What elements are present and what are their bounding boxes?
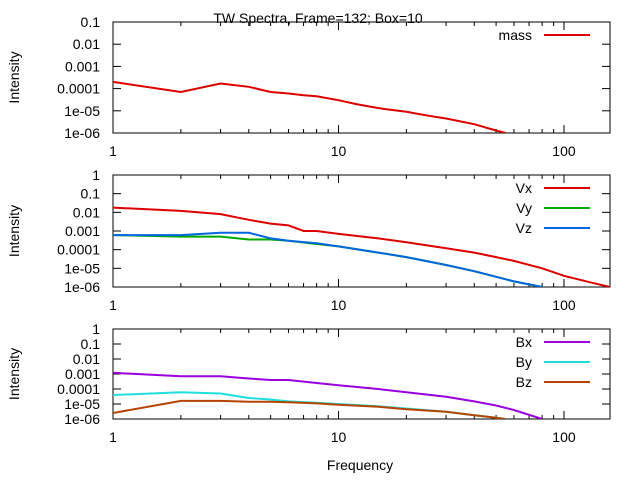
legend-label-vx: Vx [516, 180, 532, 196]
x-tick-label: 1 [109, 297, 117, 313]
y-tick-label: 1 [92, 167, 100, 183]
legend-label-bx: Bx [516, 334, 532, 350]
series-line-bz [113, 399, 506, 419]
y-tick-label: 0.0001 [57, 81, 100, 97]
y-tick-label: 0.1 [81, 186, 101, 202]
x-axis-label: Frequency [327, 457, 393, 473]
series-line-mass [113, 80, 506, 133]
y-tick-label: 1e-06 [64, 279, 100, 295]
series-line-bx [113, 371, 543, 419]
legend-label-bz: Bz [516, 374, 532, 390]
y-tick-label: 1e-06 [64, 125, 100, 141]
y-tick-label: 1e-05 [64, 260, 100, 276]
x-tick-label: 100 [552, 297, 576, 313]
y-tick-label: 0.01 [73, 351, 100, 367]
y-tick-label: 0.001 [65, 223, 100, 239]
x-tick-label: 1 [109, 143, 117, 159]
series-line-vy [113, 234, 543, 287]
y-tick-label: 1 [92, 321, 100, 337]
x-tick-label: 10 [331, 429, 347, 445]
y-axis-label: Intensity [6, 205, 22, 257]
plot-frame [112, 21, 611, 134]
y-tick-label: 1e-05 [64, 103, 100, 119]
x-tick-label: 100 [552, 429, 576, 445]
y-tick-label: 0.01 [73, 204, 100, 220]
y-tick-label: 0.01 [73, 36, 100, 52]
legend-label-mass: mass [499, 27, 532, 43]
x-tick-label: 100 [552, 143, 576, 159]
y-tick-label: 0.1 [81, 14, 101, 30]
plot-frame [112, 328, 611, 420]
y-tick-label: 0.0001 [57, 242, 100, 258]
y-tick-label: 0.0001 [57, 381, 100, 397]
y-tick-label: 0.001 [65, 366, 100, 382]
x-tick-label: 1 [109, 429, 117, 445]
y-tick-label: 0.001 [65, 58, 100, 74]
figure-title: TW Spectra, Frame=132; Box=10 [213, 10, 423, 26]
legend-label-vz: Vz [516, 220, 532, 236]
y-tick-label: 0.1 [81, 336, 101, 352]
series-line-vx [113, 206, 610, 287]
legend-label-by: By [516, 354, 532, 370]
x-tick-label: 10 [331, 297, 347, 313]
y-axis-label: Intensity [6, 51, 22, 103]
plot-frame [112, 174, 611, 288]
legend-label-vy: Vy [516, 200, 532, 216]
y-axis-label: Intensity [6, 348, 22, 400]
x-tick-label: 10 [331, 143, 347, 159]
y-tick-label: 1e-06 [64, 411, 100, 427]
y-tick-label: 1e-05 [64, 396, 100, 412]
series-line-vz [113, 231, 543, 287]
